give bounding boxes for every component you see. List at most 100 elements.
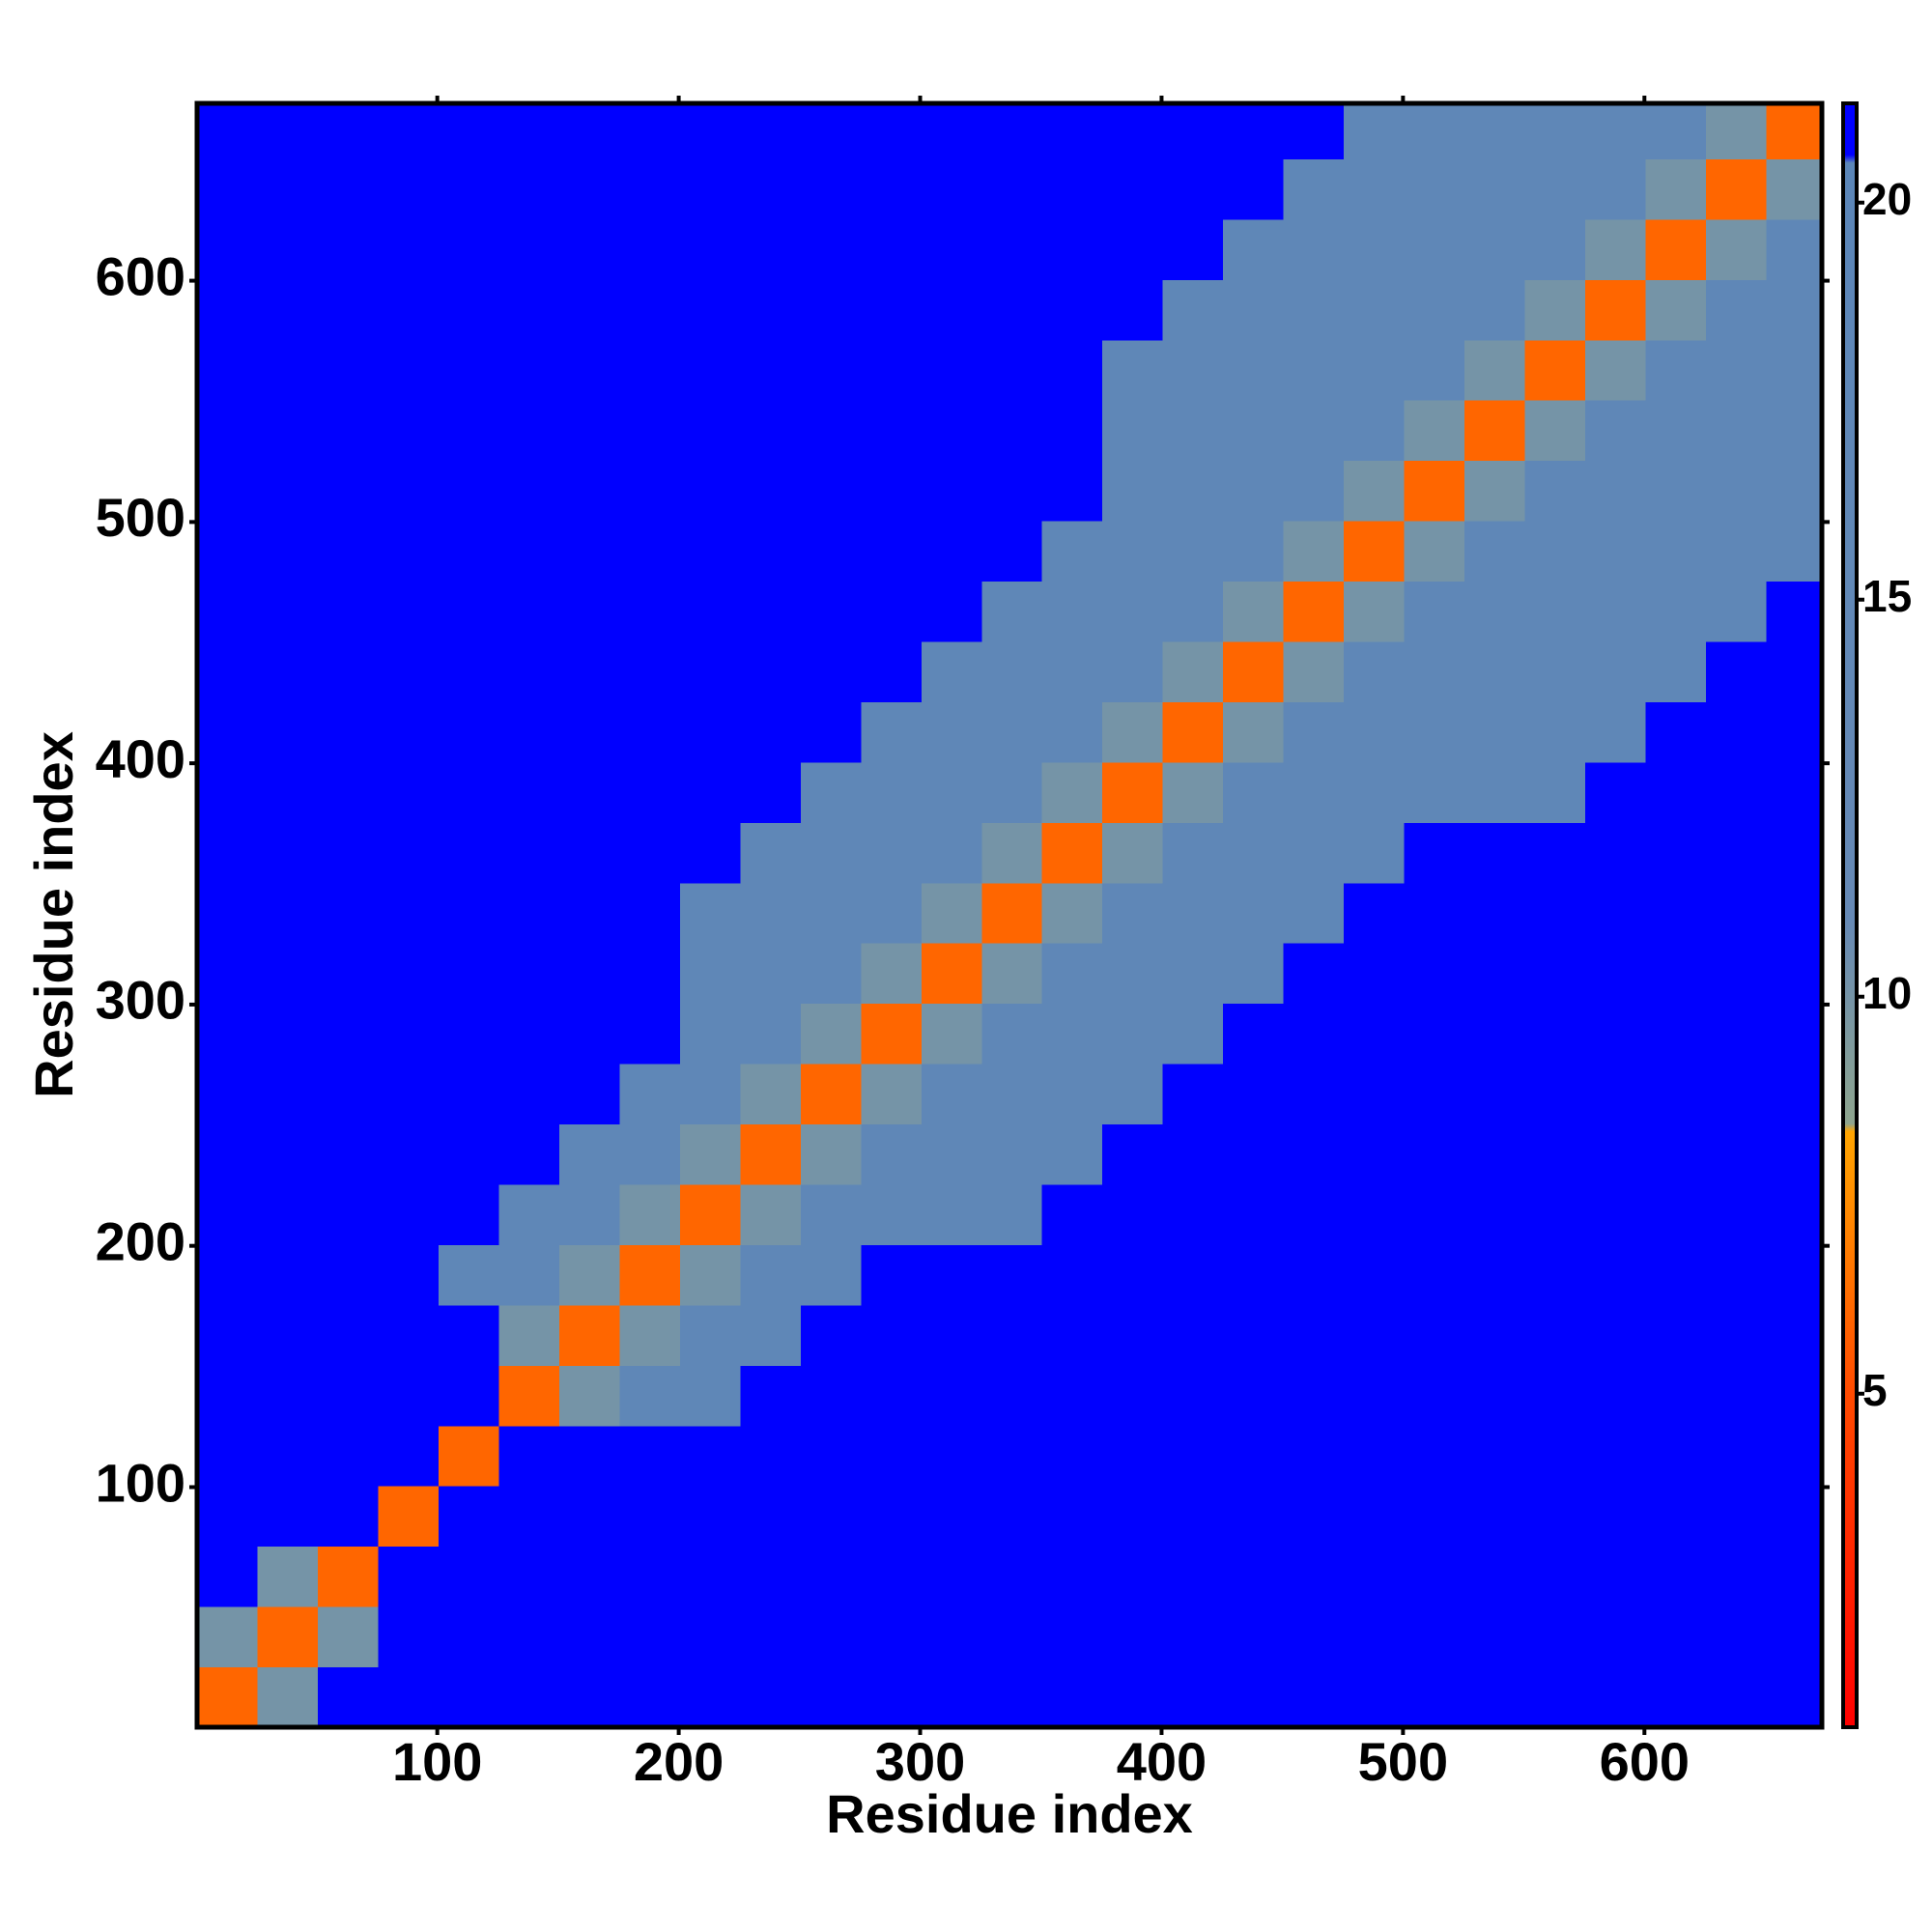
heatmap-cell xyxy=(317,158,379,220)
heatmap-cell xyxy=(257,158,319,220)
heatmap-cell xyxy=(378,761,440,823)
heatmap-cell xyxy=(740,460,802,522)
heatmap-cell xyxy=(1585,1003,1647,1065)
heatmap-cell xyxy=(800,581,862,642)
heatmap-cell xyxy=(1344,581,1406,642)
heatmap-cell xyxy=(921,581,982,642)
heatmap-cell xyxy=(861,1003,923,1065)
heatmap-cell xyxy=(257,1425,319,1487)
heatmap-cell xyxy=(1404,1184,1465,1245)
heatmap-cell xyxy=(558,581,620,642)
heatmap-cell xyxy=(1102,1486,1164,1548)
heatmap-cell xyxy=(1645,701,1707,763)
heatmap-cell xyxy=(1283,1304,1345,1366)
heatmap-cell xyxy=(1766,400,1823,462)
heatmap-cell xyxy=(1766,460,1823,522)
heatmap-cell xyxy=(1102,103,1164,159)
heatmap-cell xyxy=(981,521,1043,582)
heatmap-cell xyxy=(1283,339,1345,401)
heatmap-cell xyxy=(1041,943,1103,1005)
heatmap-cell xyxy=(1162,882,1224,944)
heatmap-cell xyxy=(1766,279,1823,341)
heatmap-cell xyxy=(1766,943,1823,1005)
heatmap-cell xyxy=(1766,339,1823,401)
heatmap-cell xyxy=(1706,1184,1768,1245)
heatmap-cell xyxy=(498,701,560,763)
x-tick-label: 100 xyxy=(392,1731,482,1792)
heatmap-cell xyxy=(1223,400,1285,462)
heatmap-cell xyxy=(1041,701,1103,763)
heatmap-cell xyxy=(257,822,319,884)
y-tick-label: 200 xyxy=(96,1210,185,1271)
heatmap-cell xyxy=(1162,339,1224,401)
heatmap-cell xyxy=(498,279,560,341)
heatmap-cell xyxy=(1766,1003,1823,1065)
heatmap-cell xyxy=(1283,641,1345,702)
heatmap-cell xyxy=(558,943,620,1005)
heatmap-cell xyxy=(921,1666,982,1728)
heatmap-cell xyxy=(1223,1064,1285,1125)
heatmap-cell xyxy=(1706,158,1768,220)
heatmap-cell xyxy=(619,581,681,642)
heatmap-cell xyxy=(1344,882,1406,944)
heatmap-cell xyxy=(1344,641,1406,702)
heatmap-cell xyxy=(679,521,741,582)
heatmap-cell xyxy=(1102,1123,1164,1185)
heatmap-cell xyxy=(257,1003,319,1065)
heatmap-cell xyxy=(378,701,440,763)
heatmap-cell xyxy=(619,761,681,823)
heatmap-cell xyxy=(1404,641,1465,702)
heatmap-cell xyxy=(1344,400,1406,462)
heatmap-cell xyxy=(498,1244,560,1306)
heatmap-cell xyxy=(921,1546,982,1607)
heatmap-cell xyxy=(1223,1123,1285,1185)
heatmap-cell xyxy=(1524,1304,1586,1366)
heatmap-cell xyxy=(921,701,982,763)
heatmap-cell xyxy=(1162,460,1224,522)
heatmap-cell xyxy=(317,581,379,642)
heatmap-cell xyxy=(197,581,258,642)
heatmap-cell xyxy=(498,460,560,522)
heatmap-cell xyxy=(1102,1546,1164,1607)
heatmap-cell xyxy=(558,1546,620,1607)
heatmap-cell xyxy=(861,641,923,702)
heatmap-cell xyxy=(1585,400,1647,462)
heatmap-cell xyxy=(498,521,560,582)
heatmap-cell xyxy=(1524,701,1586,763)
heatmap-cell xyxy=(1766,761,1823,823)
heatmap-cell xyxy=(1706,1365,1768,1427)
heatmap-cell xyxy=(981,279,1043,341)
heatmap-cell xyxy=(1706,701,1768,763)
heatmap-cell xyxy=(1524,882,1586,944)
heatmap-cell xyxy=(800,1546,862,1607)
heatmap-cell xyxy=(1283,1425,1345,1487)
heatmap-cell xyxy=(921,822,982,884)
heatmap-cell xyxy=(438,1064,499,1125)
heatmap-cell xyxy=(498,1606,560,1668)
heatmap-cell xyxy=(498,822,560,884)
heatmap-cell xyxy=(1766,1304,1823,1366)
heatmap-cell xyxy=(800,218,862,280)
heatmap-cell xyxy=(1102,581,1164,642)
heatmap-cell xyxy=(1464,400,1526,462)
heatmap-cell xyxy=(1404,1003,1465,1065)
heatmap-cell xyxy=(1645,460,1707,522)
heatmap-cell xyxy=(1766,218,1823,280)
heatmap-cell xyxy=(1464,1486,1526,1548)
heatmap-cell xyxy=(1102,1003,1164,1065)
heatmap-cell xyxy=(498,581,560,642)
heatmap-cell xyxy=(317,701,379,763)
heatmap-cell xyxy=(921,943,982,1005)
heatmap-cell xyxy=(1283,822,1345,884)
heatmap-cell xyxy=(679,1123,741,1185)
heatmap-cell xyxy=(1404,1606,1465,1668)
heatmap-cell xyxy=(498,882,560,944)
heatmap-cell xyxy=(1102,1184,1164,1245)
heatmap-cell xyxy=(438,339,499,401)
heatmap-cell xyxy=(740,882,802,944)
heatmap-cell xyxy=(378,641,440,702)
heatmap-cell xyxy=(1041,1606,1103,1668)
heatmap-cell xyxy=(679,761,741,823)
heatmap-cell xyxy=(1041,1546,1103,1607)
heatmap-cell xyxy=(197,218,258,280)
